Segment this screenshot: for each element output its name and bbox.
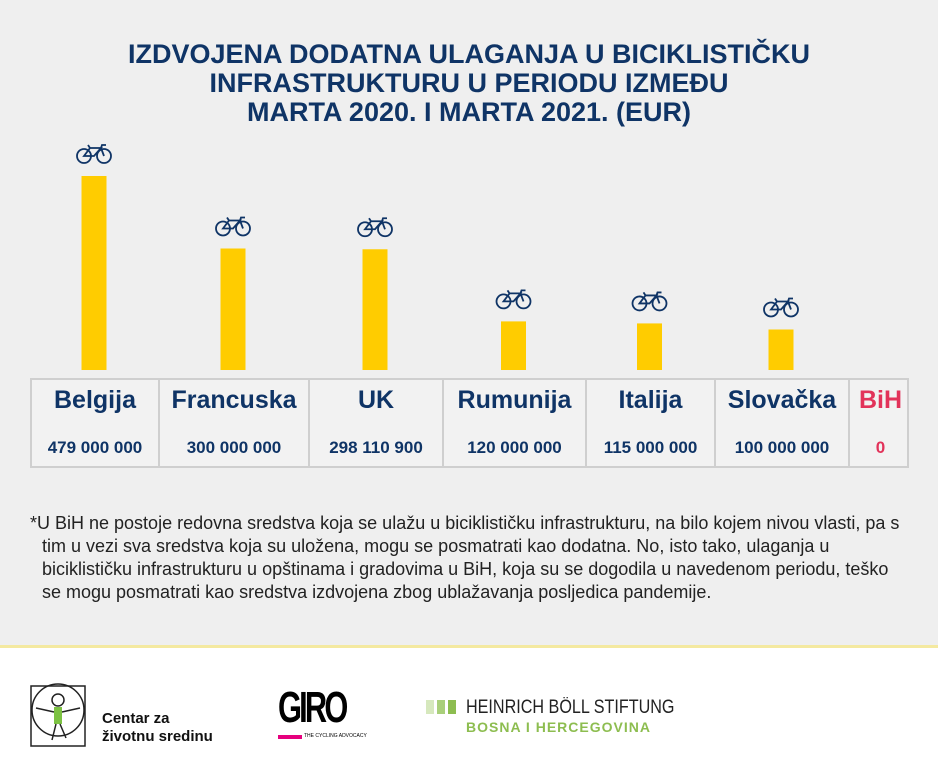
bicycle-icon xyxy=(763,297,799,318)
title-line: MARTA 2020. I MARTA 2021. (EUR) xyxy=(246,97,692,127)
vitruvian-child-icon xyxy=(30,683,86,747)
bar-chart xyxy=(76,144,799,370)
table-column: UK 298 110 900 xyxy=(310,380,444,466)
hbs-squares-icon xyxy=(426,700,456,714)
category-label: Francuska xyxy=(171,386,297,414)
value-label: 300 000 000 xyxy=(186,438,282,457)
table-column: Italija 115 000 000 xyxy=(587,380,716,466)
table-column: BiH 0 xyxy=(850,380,911,466)
category-label: Belgija xyxy=(54,386,136,414)
hbs-name: HEINRICH BÖLL STIFTUNG xyxy=(466,697,675,718)
bar-italija xyxy=(637,323,662,370)
footnote-text: *U BiH ne postoje redovna sredstva koja … xyxy=(30,513,900,602)
infographic: IZDVOJENA DODATNA ULAGANJA U BICIKLISTIČ… xyxy=(0,0,938,645)
logo-text: životnu sredinu xyxy=(102,728,213,745)
value-label: 120 000 000 xyxy=(467,438,562,457)
value-label: 479 000 000 xyxy=(47,438,143,457)
bar-uk xyxy=(362,249,388,370)
bicycle-icon xyxy=(357,217,393,238)
bar-francuska xyxy=(220,248,246,370)
category-label: Slovačka xyxy=(727,386,837,414)
value-label: 115 000 000 xyxy=(603,438,698,457)
category-label: BiH xyxy=(858,386,903,414)
footnote: *U BiH ne postoje redovna sredstva koja … xyxy=(30,512,910,604)
hbs-country: BOSNA I HERCEGOVINA xyxy=(466,719,651,735)
table-column: Slovačka 100 000 000 xyxy=(716,380,850,466)
category-label: UK xyxy=(357,386,395,414)
data-table: Belgija 479 000 000 Francuska 300 000 000 UK… xyxy=(30,378,909,468)
giro-logo: GIRO THE CYCLING ADVOCACY xyxy=(278,683,374,739)
table-column: Francuska 300 000 000 xyxy=(160,380,310,466)
category-label: Rumunija xyxy=(457,386,572,414)
bicycle-icon xyxy=(631,291,668,312)
giro-tagline: THE CYCLING ADVOCACY xyxy=(304,733,367,739)
bar-belgija xyxy=(81,176,107,370)
bar-slovačka xyxy=(768,329,794,370)
divider xyxy=(0,645,938,648)
title-line: INFRASTRUKTURU U PERIODU IZMEĐU xyxy=(209,68,729,98)
bicycle-icon xyxy=(495,289,532,310)
bar-rumunija xyxy=(501,321,526,370)
logo-text: Centar za xyxy=(102,710,170,727)
giro-bar xyxy=(278,735,302,739)
value-label: 100 000 000 xyxy=(734,438,830,457)
bicycle-icon xyxy=(215,216,251,237)
chart-title: IZDVOJENA DODATNA ULAGANJA U BICIKLISTIČ… xyxy=(0,40,938,127)
table-column: Belgija 479 000 000 xyxy=(32,380,160,466)
table-column: Rumunija 120 000 000 xyxy=(444,380,587,466)
czzs-logo: Centar za životnu sredinu xyxy=(28,680,228,750)
value-label: 298 110 900 xyxy=(329,438,423,457)
value-label: 0 xyxy=(875,438,886,457)
category-label: Italija xyxy=(618,386,683,414)
bicycle-icon xyxy=(76,144,112,164)
title-line: IZDVOJENA DODATNA ULAGANJA U BICIKLISTIČ… xyxy=(127,39,810,69)
giro-wordmark: GIRO xyxy=(278,683,348,732)
